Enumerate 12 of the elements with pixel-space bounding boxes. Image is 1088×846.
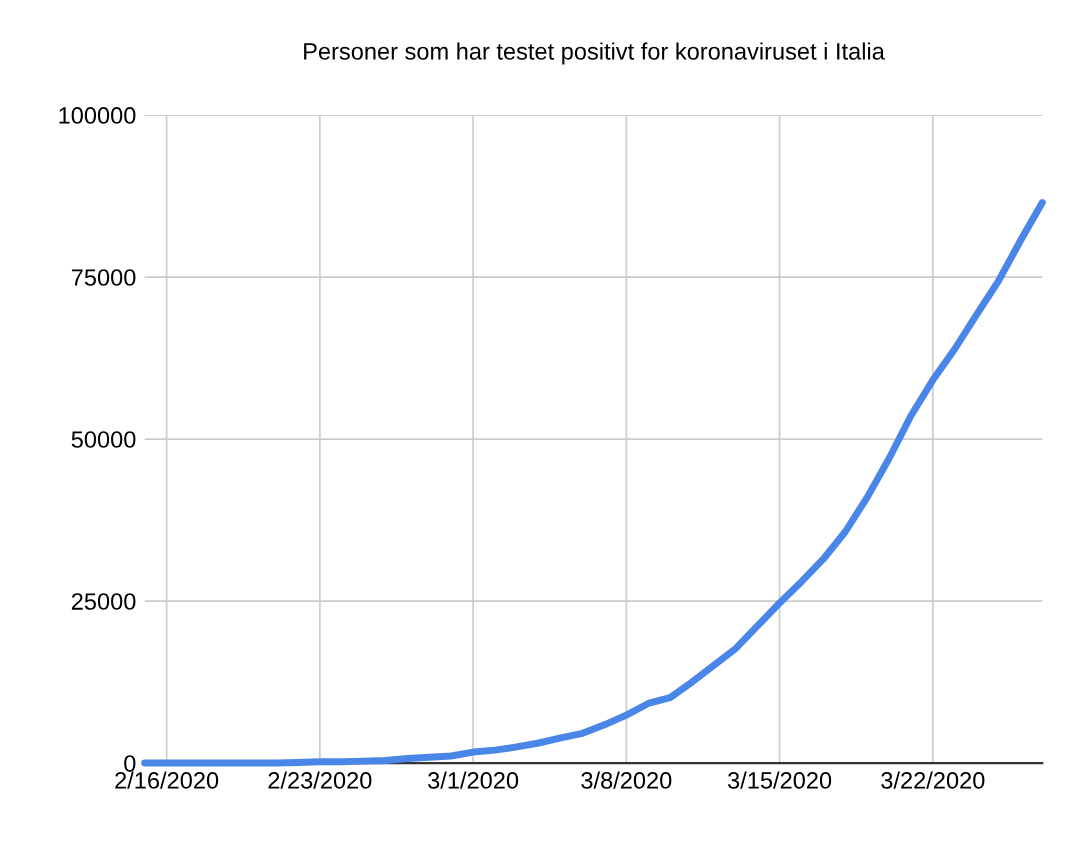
y-tick-label: 100000 [59, 107, 136, 124]
y-tick-label: 50000 [71, 431, 136, 448]
y-tick-label: 25000 [71, 593, 136, 610]
x-tick-label: 3/1/2020 [428, 771, 519, 789]
x-tick-label: 2/16/2020 [115, 771, 219, 789]
x-tick-label: 2/23/2020 [268, 771, 372, 789]
chart-title: Personer som har testet positivt for koronaviruset i Italia [304, 42, 885, 65]
y-tick-label: 0 [124, 755, 136, 772]
x-tick-label: 3/15/2020 [727, 771, 832, 789]
x-tick-label: 3/8/2020 [581, 771, 672, 789]
x-tick-label: 3/22/2020 [881, 771, 985, 789]
y-tick-label: 75000 [71, 269, 136, 286]
